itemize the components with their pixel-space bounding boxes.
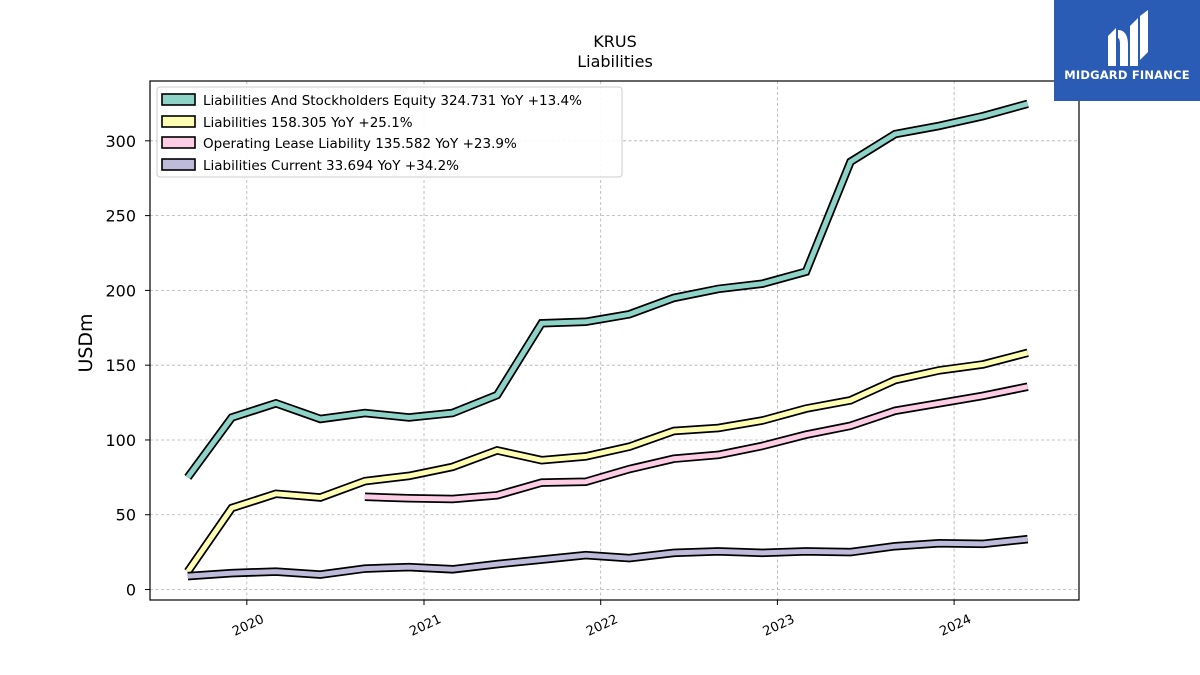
- series-line-outline: [184, 348, 1029, 575]
- series-line: [364, 384, 1029, 502]
- x-tick-label: 2024: [937, 612, 973, 640]
- legend-label-operating-lease: Operating Lease Liability 135.582 YoY +2…: [203, 136, 517, 152]
- y-tick-label: 200: [105, 281, 136, 300]
- chart-title: KRUS: [593, 32, 636, 51]
- x-axis: 2020 2021 2022 2023 2024: [230, 600, 974, 640]
- legend-label-equity: Liabilities And Stockholders Equity 324.…: [203, 93, 582, 109]
- midgard-logo-icon: [1108, 10, 1148, 66]
- x-tick-label: 2023: [761, 612, 797, 640]
- y-tick-label: 250: [105, 207, 136, 226]
- y-tick-label: 150: [105, 356, 136, 375]
- legend-box: [156, 86, 623, 178]
- series-lines: [184, 99, 1029, 581]
- y-axis: 0 50 100 150 200 250 300: [105, 132, 150, 600]
- series-line: [185, 101, 1029, 479]
- brand-logo: MIDGARD FINANCE: [1054, 0, 1200, 101]
- y-tick-label: 100: [105, 431, 136, 450]
- y-tick-label: 300: [105, 132, 136, 151]
- legend-swatch-liabilities-current: [161, 158, 196, 171]
- chart-subtitle: Liabilities: [577, 52, 653, 71]
- legend-swatch-equity: [161, 93, 196, 106]
- x-tick-label: 2021: [407, 612, 443, 640]
- legend-swatch-operating-lease: [161, 136, 196, 149]
- brand-name: MIDGARD FINANCE: [1064, 68, 1190, 82]
- legend-label-liabilities-current: Liabilities Current 33.694 YoY +34.2%: [203, 158, 459, 174]
- legend-swatch-liabilities: [161, 115, 196, 128]
- x-tick-label: 2022: [584, 612, 620, 640]
- series-line: [185, 350, 1029, 574]
- series-line: [187, 536, 1028, 579]
- y-tick-label: 50: [116, 506, 136, 525]
- x-tick-label: 2020: [230, 612, 266, 640]
- plot-frame: [149, 80, 1080, 601]
- legend: Liabilities And Stockholders Equity 324.…: [156, 86, 623, 178]
- legend-label-liabilities: Liabilities 158.305 YoY +25.1%: [203, 115, 413, 131]
- y-axis-label: USDm: [75, 313, 97, 372]
- y-tick-label: 0: [126, 581, 136, 600]
